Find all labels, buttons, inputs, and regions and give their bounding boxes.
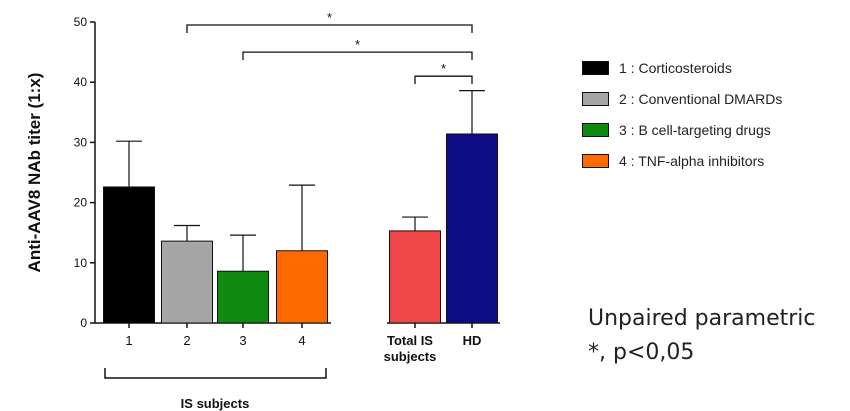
- chart-legend: 1 : Corticosteroids 2 : Conventional DMA…: [582, 60, 782, 184]
- significance-bracket: [242, 51, 473, 61]
- significance-legend: *, p<0,05: [588, 340, 695, 365]
- legend-swatch-3: [582, 122, 609, 137]
- statistics-note: Unpaired parametric *, p<0,05: [588, 302, 815, 370]
- bar-chart: 0 10 20 30 40 50 Anti-AAV8 NAb titer (1:x) 1 2 3 4…: [25, 10, 500, 411]
- y-tick-label: 20: [74, 196, 88, 210]
- significance-star: *: [327, 10, 332, 25]
- legend-swatch-1: [582, 60, 609, 75]
- legend-label-2: 2 : Conventional DMARDs: [619, 90, 783, 107]
- bar: [103, 186, 155, 324]
- y-tick-label: 40: [74, 75, 88, 89]
- y-tick-label: 50: [74, 15, 88, 29]
- group-bracket: [104, 368, 327, 379]
- significance-star: *: [355, 37, 360, 52]
- x-tick-label: HD: [463, 333, 482, 348]
- bar: [161, 240, 213, 324]
- y-tick-label: 0: [80, 316, 87, 330]
- legend-label-4: 4 : TNF-alpha inhibitors: [619, 152, 765, 169]
- x-tick-label: Total IS: [387, 333, 433, 348]
- bar: [389, 230, 441, 324]
- bar: [217, 270, 269, 324]
- y-tick-label: 30: [74, 135, 88, 149]
- x-tick-label: 1: [125, 333, 132, 348]
- legend-label-1: 1 : Corticosteroids: [619, 59, 732, 76]
- statistics-method: Unpaired parametric: [588, 306, 816, 331]
- significance-star: *: [441, 61, 446, 76]
- y-tick-label: 10: [74, 256, 88, 270]
- legend-item-3: 3 : B cell-targeting drugs: [582, 121, 782, 138]
- legend-label-3: 3 : B cell-targeting drugs: [619, 121, 771, 138]
- significance-bracket: [186, 24, 473, 34]
- legend-swatch-2: [582, 91, 609, 106]
- legend-item-4: 4 : TNF-alpha inhibitors: [582, 152, 782, 169]
- x-tick-label: 3: [239, 333, 246, 348]
- legend-item-1: 1 : Corticosteroids: [582, 59, 782, 76]
- significance-bracket: [414, 75, 473, 85]
- legend-swatch-4: [582, 153, 609, 168]
- group-label: IS subjects: [181, 396, 250, 411]
- x-tick-label: 4: [298, 333, 305, 348]
- y-axis-title: Anti-AAV8 NAb titer (1:x): [25, 73, 44, 273]
- x-tick-label: subjects: [384, 349, 437, 364]
- bar: [276, 250, 328, 324]
- legend-item-2: 2 : Conventional DMARDs: [582, 90, 783, 107]
- x-tick-label: 2: [183, 333, 190, 348]
- bar: [446, 133, 498, 324]
